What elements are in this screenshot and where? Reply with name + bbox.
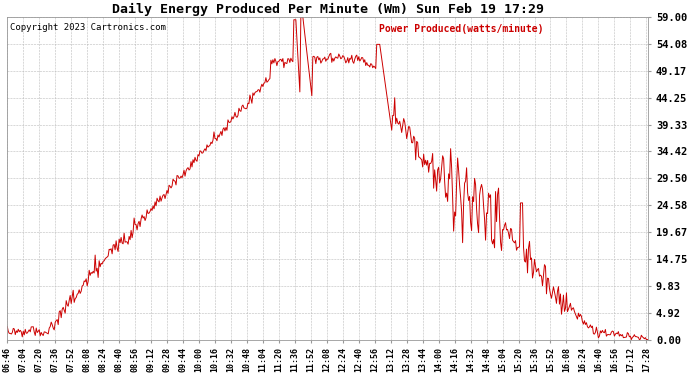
Text: Power Produced(watts/minute): Power Produced(watts/minute) <box>379 24 544 33</box>
Title: Daily Energy Produced Per Minute (Wm) Sun Feb 19 17:29: Daily Energy Produced Per Minute (Wm) Su… <box>112 3 544 16</box>
Text: Copyright 2023 Cartronics.com: Copyright 2023 Cartronics.com <box>10 24 166 33</box>
